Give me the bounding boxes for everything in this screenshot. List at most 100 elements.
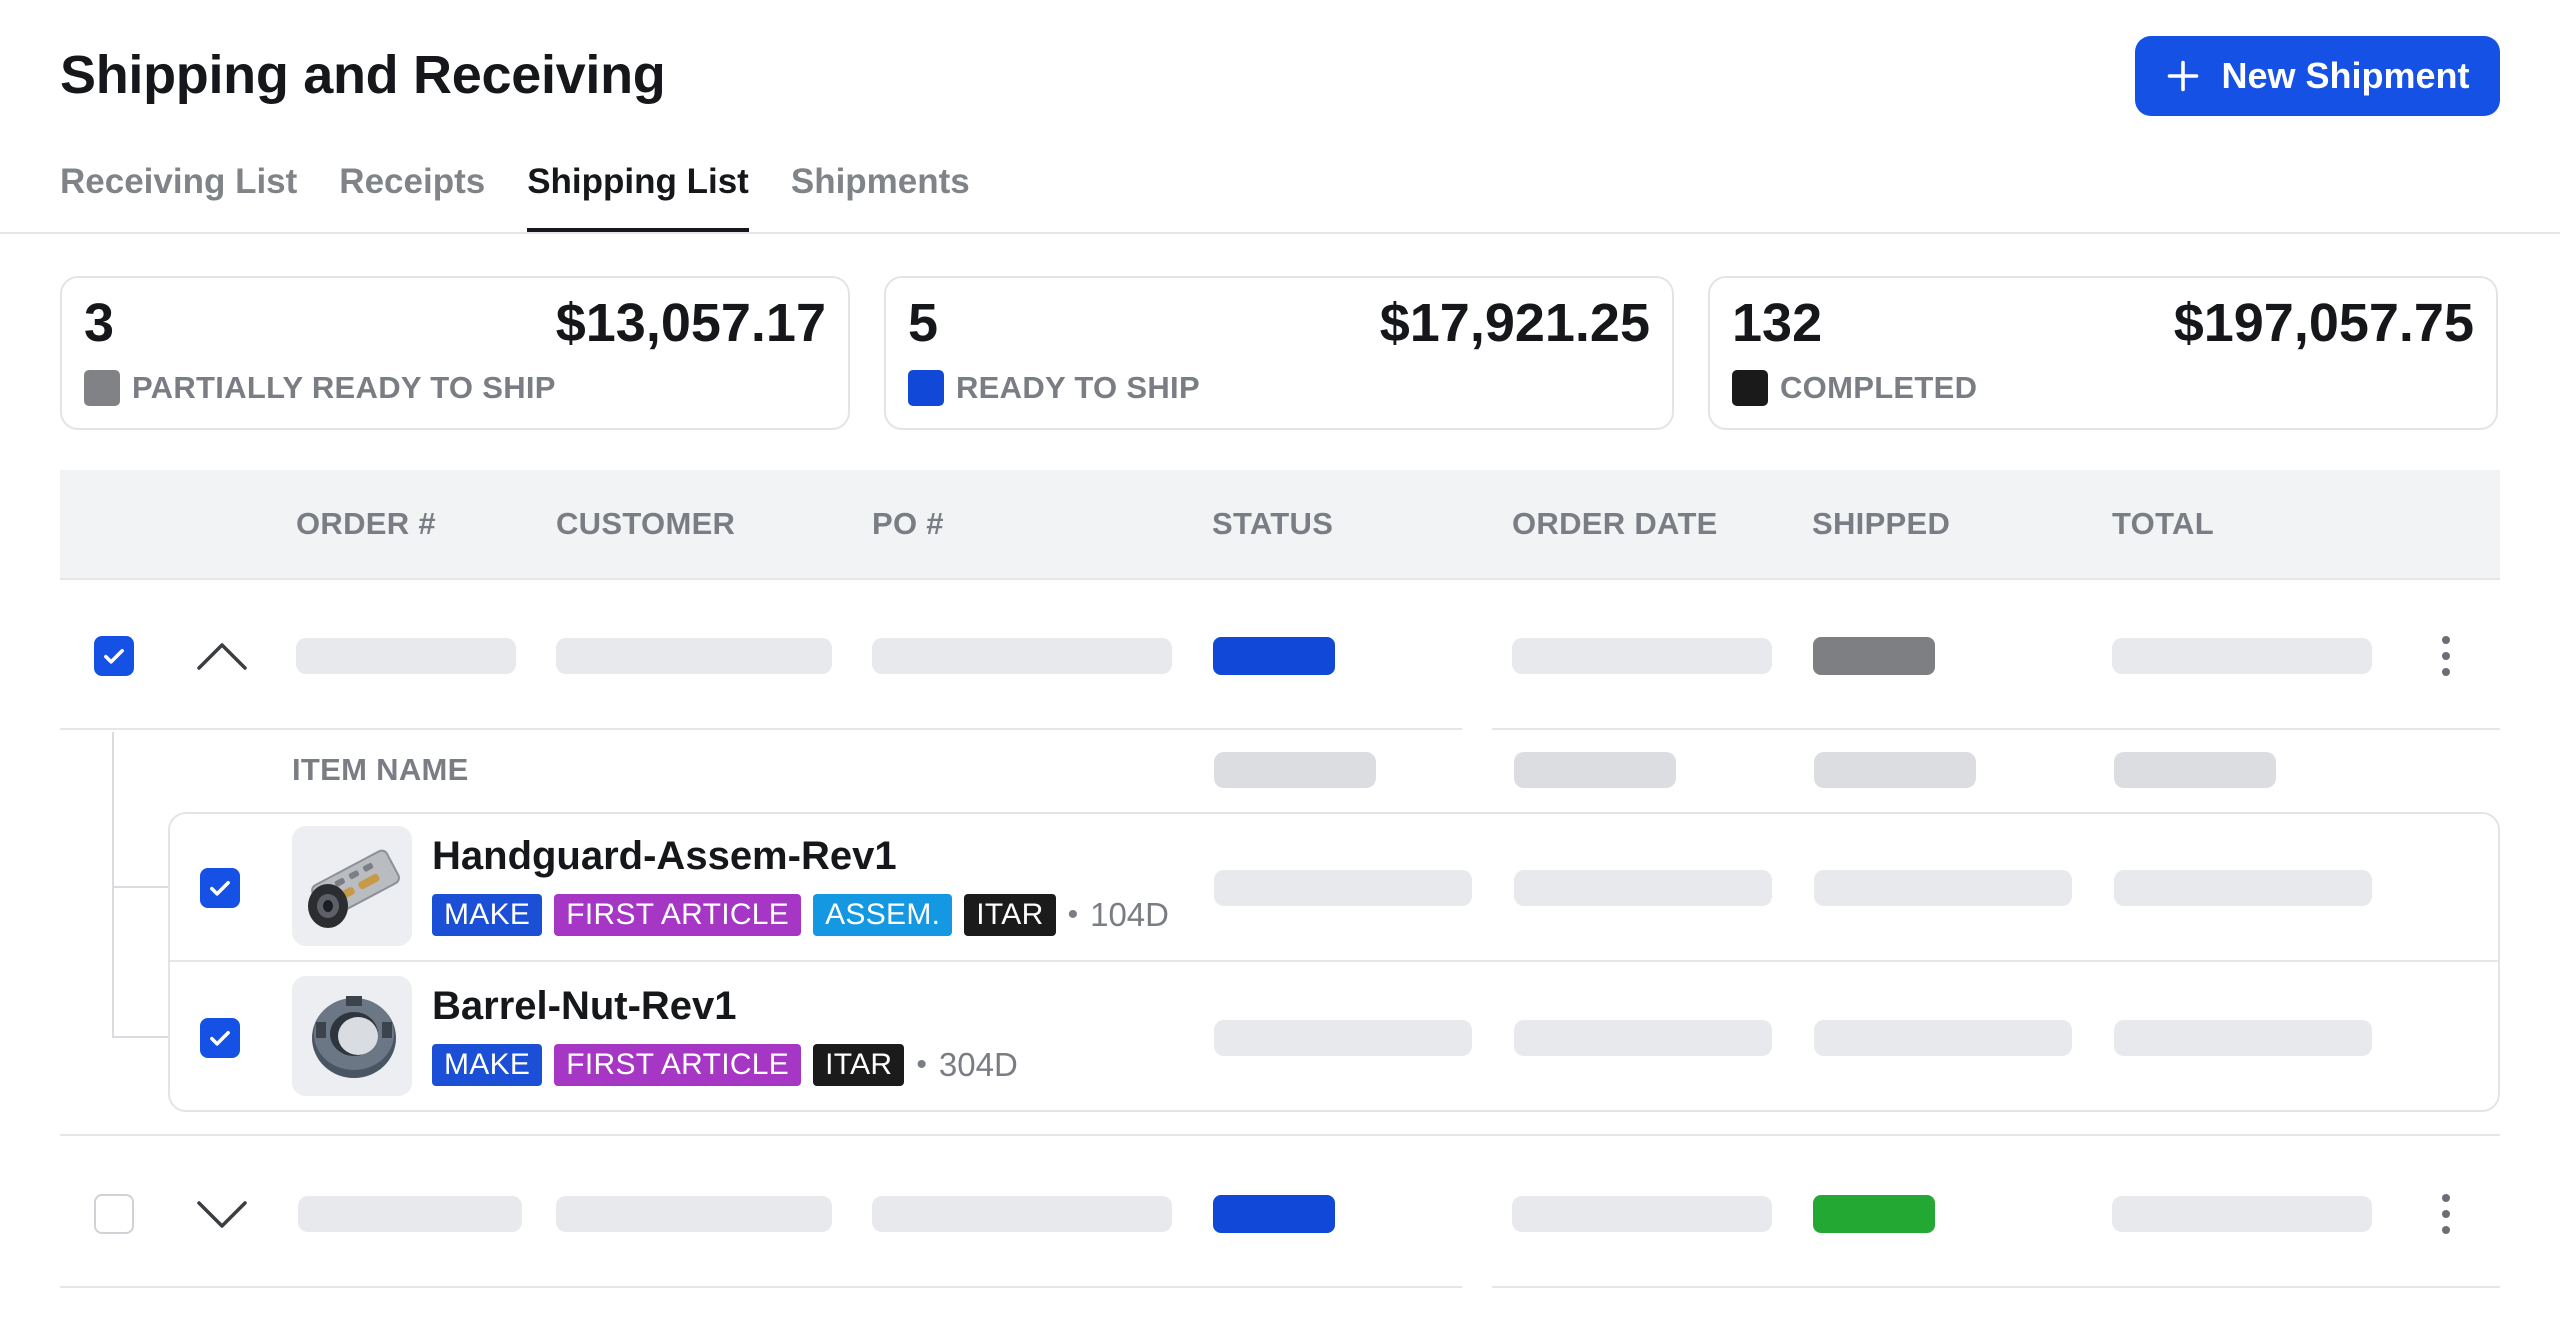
line-items-panel [168, 812, 2500, 1112]
tag-first-article: FIRST ARTICLE [554, 1044, 802, 1086]
row-divider [170, 960, 2498, 962]
item-status-placeholder [1214, 752, 1376, 788]
item-order-date-placeholder [1514, 870, 1772, 906]
shipped-pill [1813, 637, 1935, 675]
column-header-shipped[interactable]: SHIPPED [1812, 506, 1951, 541]
tab-bar: Receiving List Receipts Shipping List Sh… [60, 160, 970, 234]
summary-card-completed[interactable]: 132 $197,057.75 COMPLETED [1708, 276, 2498, 430]
item-name-header: ITEM NAME [292, 752, 469, 787]
item-order-date-placeholder [1514, 1020, 1772, 1056]
row-divider [1492, 728, 2500, 730]
summary-label: PARTIALLY READY TO SHIP [84, 370, 556, 406]
item-status-placeholder [1214, 1020, 1472, 1056]
order-number-placeholder [298, 1196, 522, 1232]
tabs-divider [0, 232, 2560, 234]
po-placeholder [872, 1196, 1172, 1232]
status-pill [1213, 1195, 1335, 1233]
status-swatch [1732, 370, 1768, 406]
more-options-icon[interactable] [2442, 636, 2450, 676]
new-shipment-button[interactable]: New Shipment [2135, 36, 2500, 116]
summary-label-text: READY TO SHIP [956, 370, 1200, 405]
row-divider [60, 1134, 2500, 1136]
item-status-placeholder [1214, 870, 1472, 906]
column-header-order-date[interactable]: ORDER DATE [1512, 506, 1718, 541]
item-checkbox[interactable] [200, 868, 240, 908]
checkmark-icon [210, 1031, 230, 1046]
column-header-order[interactable]: ORDER # [296, 506, 436, 541]
customer-placeholder [556, 1196, 832, 1232]
summary-count: 3 [84, 293, 115, 353]
tab-shipping-list[interactable]: Shipping List [527, 160, 749, 234]
tag-assem: ASSEM. [813, 894, 953, 936]
item-age: 304D [938, 1046, 1018, 1083]
tag-make: MAKE [432, 1044, 543, 1086]
row-divider [60, 728, 1462, 730]
summary-total: $17,921.25 [1379, 293, 1650, 353]
handguard-part-image [292, 826, 412, 946]
po-placeholder [872, 638, 1172, 674]
summary-label-text: COMPLETED [1780, 370, 1978, 405]
summary-label: COMPLETED [1732, 370, 1977, 406]
summary-card-ready-to-ship[interactable]: 5 $17,921.25 READY TO SHIP [884, 276, 1674, 430]
column-header-total[interactable]: TOTAL [2112, 506, 2214, 541]
total-placeholder [2112, 638, 2372, 674]
item-total-placeholder [2114, 752, 2276, 788]
tab-receiving-list[interactable]: Receiving List [60, 162, 298, 201]
chevron-down-icon [197, 1201, 247, 1228]
item-name[interactable]: Handguard-Assem-Rev1 [432, 834, 897, 878]
separator-dot: • [1067, 898, 1079, 931]
expand-row-button[interactable] [196, 1198, 248, 1235]
item-total-placeholder [2114, 870, 2372, 906]
summary-count: 5 [908, 293, 939, 353]
status-swatch [908, 370, 944, 406]
summary-total: $197,057.75 [2173, 293, 2474, 353]
item-shipped-placeholder [1814, 1020, 2072, 1056]
chevron-up-icon [197, 643, 247, 670]
page-title: Shipping and Receiving [60, 45, 666, 105]
item-tags: MAKE FIRST ARTICLE ITAR • 304D [432, 1044, 1018, 1086]
customer-placeholder [556, 638, 832, 674]
tree-connector [112, 886, 170, 888]
row-checkbox[interactable] [94, 636, 134, 676]
tree-connector [112, 732, 114, 1038]
column-header-status[interactable]: STATUS [1212, 506, 1334, 541]
part-thumbnail [292, 826, 412, 946]
tag-first-article: FIRST ARTICLE [554, 894, 802, 936]
table-header: ORDER # CUSTOMER PO # STATUS ORDER DATE … [60, 470, 2500, 578]
row-checkbox[interactable] [94, 1194, 134, 1234]
checkmark-icon [104, 649, 124, 664]
summary-card-partially-ready[interactable]: 3 $13,057.17 PARTIALLY READY TO SHIP [60, 276, 850, 430]
summary-total: $13,057.17 [555, 293, 826, 353]
plus-icon [2168, 60, 2199, 92]
item-checkbox[interactable] [200, 1018, 240, 1058]
tab-receipts[interactable]: Receipts [339, 162, 486, 201]
tab-shipments[interactable]: Shipments [790, 162, 970, 201]
row-divider [60, 1286, 1462, 1288]
collapse-row-button[interactable] [196, 640, 248, 677]
item-order-date-placeholder [1514, 752, 1676, 788]
item-shipped-placeholder [1814, 870, 2072, 906]
more-options-icon[interactable] [2442, 1194, 2450, 1234]
tree-connector [112, 1036, 170, 1038]
checkmark-icon [210, 881, 230, 896]
order-date-placeholder [1512, 1196, 1772, 1232]
part-thumbnail [292, 976, 412, 1096]
tag-itar: ITAR [964, 894, 1056, 936]
row-divider [60, 578, 2500, 580]
tag-itar: ITAR [813, 1044, 905, 1086]
summary-count: 132 [1732, 293, 1823, 353]
total-placeholder [2112, 1196, 2372, 1232]
summary-label: READY TO SHIP [908, 370, 1200, 406]
status-swatch [84, 370, 120, 406]
order-number-placeholder [296, 638, 516, 674]
column-header-customer[interactable]: CUSTOMER [556, 506, 736, 541]
item-name[interactable]: Barrel-Nut-Rev1 [432, 984, 737, 1028]
new-shipment-label: New Shipment [2221, 55, 2470, 96]
barrel-nut-part-image [292, 976, 412, 1096]
shipped-pill [1813, 1195, 1935, 1233]
column-header-po[interactable]: PO # [872, 506, 944, 541]
item-age: 104D [1090, 896, 1169, 933]
tag-make: MAKE [432, 894, 543, 936]
row-divider [1492, 1286, 2500, 1288]
item-total-placeholder [2114, 1020, 2372, 1056]
